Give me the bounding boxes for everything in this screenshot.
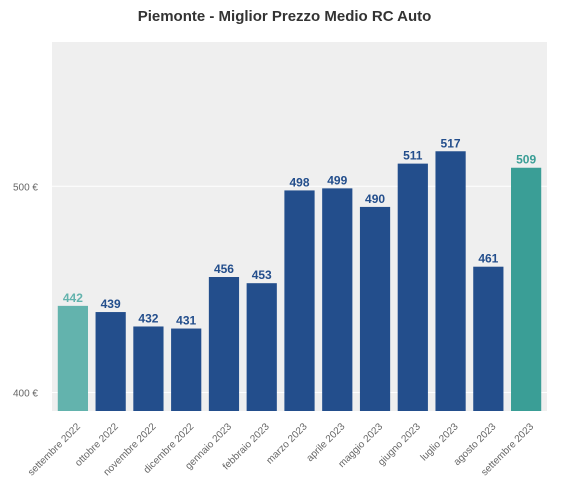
x-tick-label: marzo 2023 bbox=[264, 421, 309, 466]
data-label: 517 bbox=[441, 136, 461, 150]
data-label: 442 bbox=[63, 291, 83, 305]
bar bbox=[57, 305, 88, 411]
chart-title: Piemonte - Miglior Prezzo Medio RC Auto bbox=[137, 8, 432, 25]
bar bbox=[208, 277, 240, 411]
y-axis-ticks: 400 € 500 € bbox=[13, 182, 38, 399]
bar bbox=[473, 266, 504, 411]
data-label: 439 bbox=[101, 297, 121, 311]
bar bbox=[435, 151, 466, 411]
bar bbox=[397, 163, 428, 411]
bar bbox=[322, 188, 353, 411]
data-label: 456 bbox=[214, 262, 234, 276]
data-label: 431 bbox=[176, 314, 196, 328]
bar bbox=[246, 283, 277, 411]
data-label: 498 bbox=[289, 175, 309, 189]
data-label: 499 bbox=[327, 173, 347, 187]
x-tick-label: settembre 2022 bbox=[26, 421, 83, 478]
bar bbox=[284, 190, 315, 411]
bar bbox=[95, 312, 126, 411]
data-label: 490 bbox=[365, 192, 385, 206]
data-label: 453 bbox=[252, 268, 272, 282]
bar bbox=[171, 328, 202, 411]
bars bbox=[57, 151, 542, 411]
y-tick-label: 500 € bbox=[13, 182, 38, 193]
bar bbox=[511, 167, 542, 411]
data-label: 432 bbox=[138, 311, 158, 325]
data-label: 511 bbox=[403, 149, 423, 163]
data-label: 509 bbox=[516, 153, 536, 167]
data-labels: 442 439 432 431 456 453 498 499 490 511 517 461 509 bbox=[63, 136, 537, 327]
bar bbox=[359, 206, 391, 411]
bar bbox=[133, 326, 164, 411]
data-label: 461 bbox=[478, 252, 498, 266]
y-tick-label: 400 € bbox=[13, 388, 38, 399]
